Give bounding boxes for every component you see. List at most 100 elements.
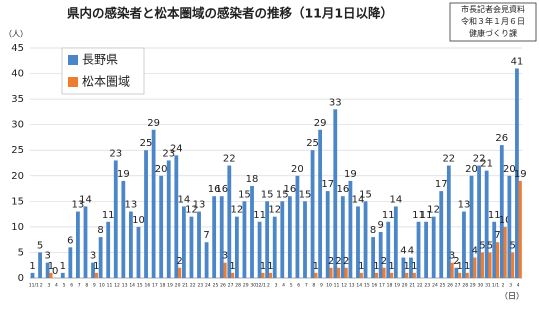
bar <box>83 206 88 278</box>
bar <box>268 272 273 278</box>
bar <box>91 262 95 278</box>
bar <box>257 221 262 278</box>
data-label: 1 <box>267 261 273 272</box>
data-label: 13 <box>458 200 471 211</box>
data-label: 20 <box>465 164 478 175</box>
data-label: 29 <box>147 118 160 129</box>
data-label: 5 <box>37 240 43 251</box>
bar <box>106 221 111 278</box>
note-line: 市長記者会見資料 <box>461 4 525 14</box>
data-label: 1 <box>358 261 364 272</box>
bar <box>136 226 141 278</box>
data-label: 22 <box>442 154 455 165</box>
bar <box>371 237 376 278</box>
bar <box>329 267 333 278</box>
data-label: 1 <box>260 261 266 272</box>
bar <box>159 175 164 278</box>
note-box <box>449 2 537 42</box>
x-tick-label: 10 <box>326 283 332 289</box>
x-tick-label: 7 <box>305 283 308 289</box>
bar <box>336 267 341 278</box>
data-label: 14 <box>79 194 92 205</box>
data-label: 12 <box>427 205 440 216</box>
bar <box>174 155 179 278</box>
y-tick-label: 20 <box>11 171 24 182</box>
data-label: 41 <box>511 56 524 67</box>
x-tick-label: 21 <box>182 283 188 289</box>
bar <box>518 180 522 278</box>
bar <box>499 145 504 278</box>
x-tick-label: 20 <box>175 283 181 289</box>
x-tick-label: 25 <box>440 283 446 289</box>
bar <box>76 211 80 278</box>
bar <box>227 165 232 278</box>
bar <box>386 221 391 278</box>
bar <box>98 237 103 278</box>
data-label: 16 <box>336 184 349 195</box>
data-label: 11 <box>488 210 501 221</box>
data-label: 1 <box>456 261 462 272</box>
bar <box>446 165 451 278</box>
data-label: 29 <box>314 118 327 129</box>
bar <box>412 272 416 278</box>
x-tick-label: 22 <box>417 283 423 289</box>
data-label: 33 <box>329 97 342 108</box>
bar <box>431 216 436 278</box>
data-label: 12 <box>268 205 281 216</box>
data-label: 4 <box>408 246 414 257</box>
x-tick-label: 4 <box>55 283 58 289</box>
bar <box>409 257 413 278</box>
data-label: 13 <box>72 200 85 211</box>
bar <box>473 257 477 278</box>
data-label: 7 <box>494 230 500 241</box>
x-tick-label: 29 <box>470 283 476 289</box>
bar <box>314 272 318 278</box>
bar <box>511 252 515 278</box>
data-label: 14 <box>389 194 402 205</box>
data-label: 20 <box>291 164 304 175</box>
bar <box>295 175 300 278</box>
x-tick-label: 24 <box>205 283 211 289</box>
bar <box>356 206 360 278</box>
x-tick-label: 5 <box>290 283 293 289</box>
data-label: 1 <box>464 261 470 272</box>
y-tick-label: 35 <box>11 94 24 105</box>
data-label: 13 <box>125 200 138 211</box>
bar <box>189 216 194 278</box>
bar <box>287 196 292 278</box>
x-tick-label: 23 <box>425 283 431 289</box>
y-tick-label: 25 <box>11 145 24 156</box>
bar <box>30 272 35 278</box>
data-label: 15 <box>276 189 289 200</box>
x-tick-label: 7 <box>78 283 81 289</box>
data-label: 16 <box>215 184 228 195</box>
bar <box>212 196 217 278</box>
bar <box>250 186 254 278</box>
data-label: 17 <box>321 179 334 190</box>
bar <box>515 68 519 278</box>
x-tick-label: 11 <box>107 283 113 289</box>
data-label: 3 <box>449 251 455 262</box>
data-label: 12 <box>231 205 244 216</box>
data-label: 20 <box>503 164 516 175</box>
bar <box>503 226 507 278</box>
bar <box>45 262 50 278</box>
data-label: 10 <box>132 215 145 226</box>
note-line: 健康づくり課 <box>469 28 517 38</box>
bar <box>495 242 500 278</box>
data-label: 12 <box>185 205 198 216</box>
bar <box>333 109 338 278</box>
data-label: 16 <box>208 184 221 195</box>
x-tick-label: 2 <box>40 283 43 289</box>
data-label: 3 <box>44 251 50 262</box>
data-label: 23 <box>162 148 175 159</box>
data-label: 10 <box>499 215 512 226</box>
data-label: 1 <box>29 261 35 272</box>
data-label: 20 <box>155 164 168 175</box>
x-tick-label: 11 <box>334 283 340 289</box>
data-label: 11 <box>420 210 433 221</box>
bar <box>272 216 277 278</box>
data-label: 2 <box>343 256 349 267</box>
y-tick-label: 0 <box>18 273 24 284</box>
bar <box>454 267 459 278</box>
